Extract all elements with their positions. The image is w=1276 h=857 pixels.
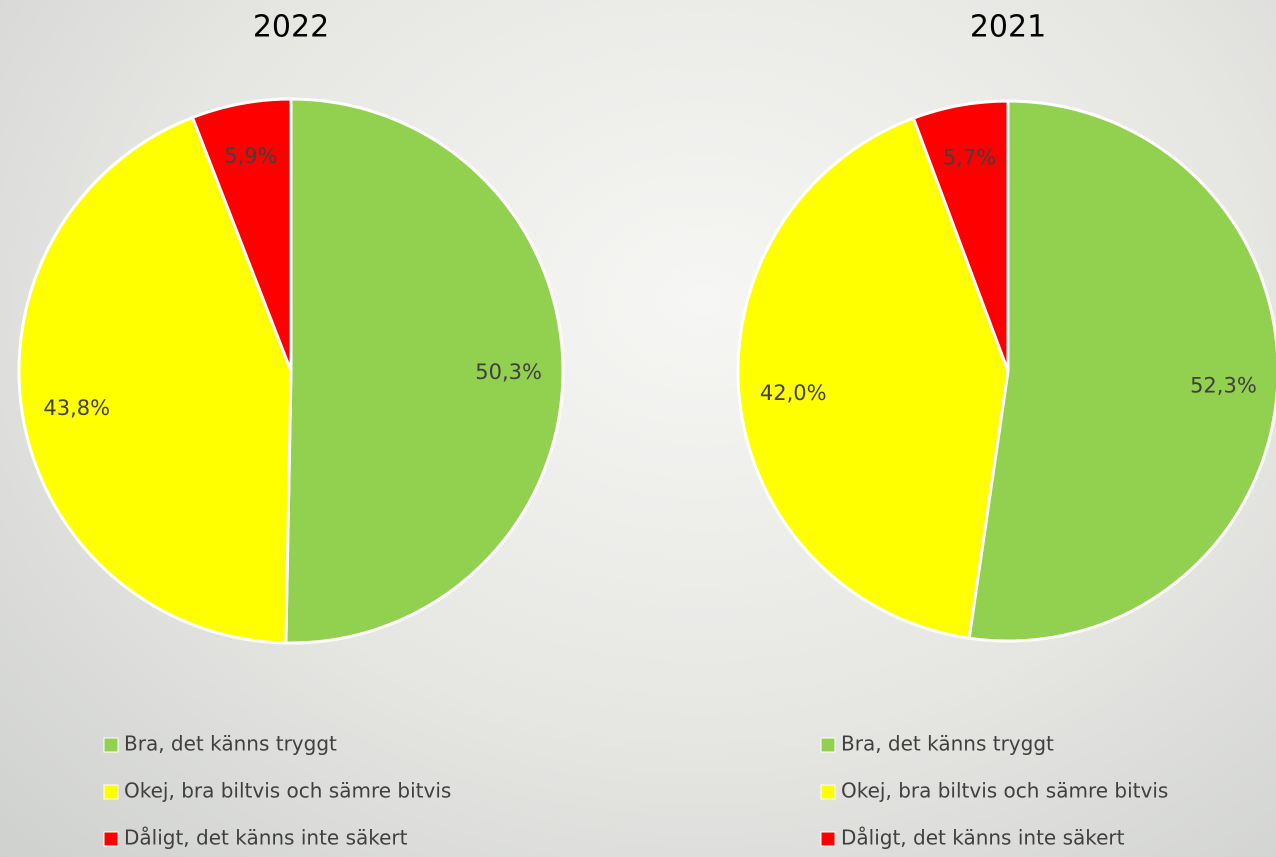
legend-label: Bra, det känns tryggt xyxy=(841,732,1054,756)
pie-slice xyxy=(969,101,1276,641)
legend-swatch xyxy=(104,785,118,799)
chart-title: 2022 xyxy=(253,10,329,45)
data-label: 5,7% xyxy=(943,145,996,169)
chart: 2022 50,3% 43,8% 5,9% Bra, det känns tryggt O… xyxy=(0,0,1276,857)
data-label: 43,8% xyxy=(43,396,110,420)
data-label: 5,9% xyxy=(224,144,277,168)
data-label: 50,3% xyxy=(475,360,542,384)
data-label: 42,0% xyxy=(760,381,827,405)
page: 2022 50,3% 43,8% 5,9% Bra, det känns tryggt O… xyxy=(0,0,1276,857)
legend-label: Okej, bra biltvis och sämre bitvis xyxy=(124,779,451,803)
legend-label: Bra, det känns tryggt xyxy=(124,732,337,756)
legend-swatch xyxy=(104,738,118,752)
legend-swatch xyxy=(821,832,835,846)
legend-swatch xyxy=(821,785,835,799)
chart-title: 2021 xyxy=(970,10,1046,45)
legend-label: Okej, bra biltvis och sämre bitvis xyxy=(841,779,1168,803)
legend-swatch xyxy=(821,738,835,752)
legend-swatch xyxy=(104,832,118,846)
legend-label: Dåligt, det känns inte säkert xyxy=(124,826,408,850)
data-label: 52,3% xyxy=(1190,374,1257,398)
legend-label: Dåligt, det känns inte säkert xyxy=(841,826,1125,850)
